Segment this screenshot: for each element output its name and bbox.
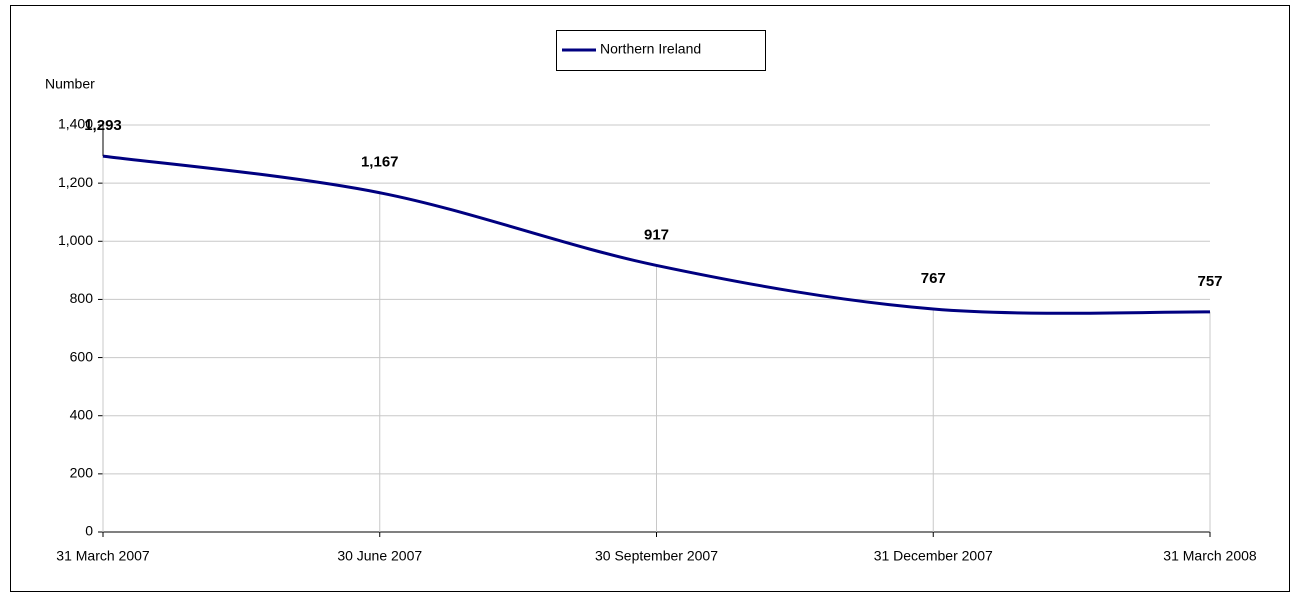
data-label: 757 xyxy=(1197,273,1222,290)
chart-border xyxy=(10,5,1290,592)
y-tick-label: 0 xyxy=(85,523,93,539)
data-label: 1,293 xyxy=(84,117,122,134)
data-label: 917 xyxy=(644,226,669,243)
x-tick-label: 30 June 2007 xyxy=(337,548,422,564)
x-tick-label: 31 March 2008 xyxy=(1163,548,1257,564)
data-label: 1,167 xyxy=(361,154,399,171)
y-tick-label: 400 xyxy=(70,406,94,422)
x-tick-label: 30 September 2007 xyxy=(595,548,718,564)
y-tick-label: 1,400 xyxy=(58,116,93,132)
y-tick-label: 200 xyxy=(70,465,94,481)
y-axis-label: Number xyxy=(45,76,95,92)
y-tick-label: 600 xyxy=(70,348,94,364)
y-tick-label: 800 xyxy=(70,290,94,306)
x-tick-label: 31 March 2007 xyxy=(56,548,150,564)
x-tick-label: 31 December 2007 xyxy=(874,548,993,564)
line xyxy=(102,154,1211,315)
y-tick-label: 1,000 xyxy=(58,232,93,248)
data-label: 767 xyxy=(921,270,946,287)
legend-label: Northern Ireland xyxy=(600,41,701,57)
y-tick-label: 1,200 xyxy=(58,174,93,190)
